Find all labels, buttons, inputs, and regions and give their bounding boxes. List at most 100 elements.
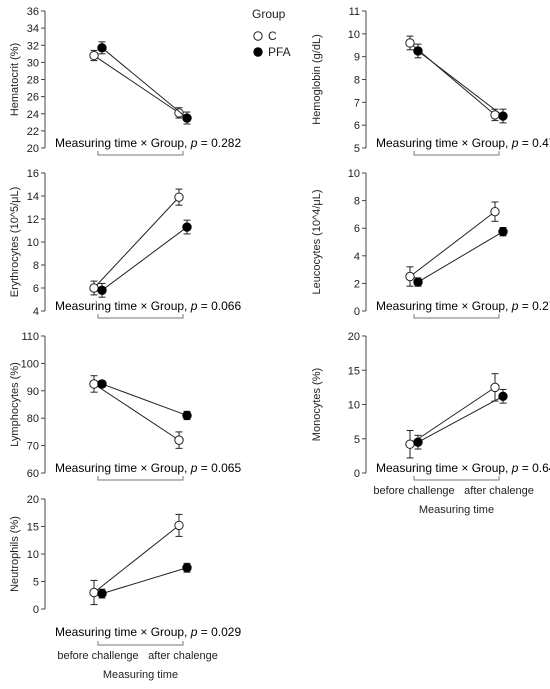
data-point-c bbox=[405, 271, 415, 282]
legend-marker-c bbox=[253, 31, 263, 41]
x-axis-bracket bbox=[97, 314, 184, 319]
y-tick-label: 28 bbox=[27, 75, 39, 87]
y-tick-label: 8 bbox=[354, 196, 360, 208]
annotation-p: p bbox=[511, 136, 519, 150]
data-point-c bbox=[405, 38, 415, 48]
p-value-annotation: Measuring time × Group, p = 0.282 bbox=[55, 136, 241, 150]
y-tick-label: 4 bbox=[33, 306, 39, 318]
data-point-pfa bbox=[413, 277, 423, 287]
annotation-text: Measuring time × Group, bbox=[55, 625, 191, 639]
y-axis-label: Neutrophils (%) bbox=[9, 516, 21, 592]
x-axis-bracket bbox=[413, 476, 500, 481]
data-point-pfa bbox=[498, 391, 508, 401]
data-point-pfa bbox=[97, 285, 107, 295]
y-tick-label: 12 bbox=[27, 214, 39, 226]
x-tick-label: after chalenge bbox=[148, 650, 218, 662]
p-value-annotation: Measuring time × Group, p = 0.066 bbox=[55, 299, 241, 313]
legend-label-pfa: PFA bbox=[268, 45, 291, 59]
panel-1: 20 22 24 26 28 30 32 34 36 Hematocrit (%) Measurin… bbox=[9, 6, 241, 156]
y-axis-label: Monocytes (%) bbox=[311, 368, 323, 441]
data-point-pfa bbox=[182, 113, 192, 123]
annotation-value: = 0.066 bbox=[197, 299, 241, 313]
annotation-value: = 0.640 bbox=[518, 461, 550, 475]
panel-2: 5 6 7 8 9 10 11 Hemoglobin (g/dL) Measuring time… bbox=[311, 6, 550, 156]
y-axis-label: Lymphocytes (%) bbox=[9, 362, 21, 447]
x-tick-label: before challenge bbox=[57, 650, 138, 662]
data-point-pfa bbox=[97, 588, 107, 599]
y-tick-label: 10 bbox=[348, 29, 360, 41]
annotation-text: Measuring time × Group, bbox=[55, 136, 191, 150]
y-tick-label: 34 bbox=[27, 23, 39, 35]
panel-5: 60 70 80 90 100 110 Lymphocytes (%) Measuring t… bbox=[9, 331, 241, 481]
p-value-annotation: Measuring time × Group, p = 0.640 bbox=[376, 461, 550, 475]
y-axis-label: Hemoglobin (g/dL) bbox=[311, 34, 323, 125]
x-axis-label: Measuring time bbox=[419, 504, 494, 516]
p-value-annotation: Measuring time × Group, p = 0.476 bbox=[376, 136, 550, 150]
x-axis-bracket bbox=[97, 151, 184, 156]
y-tick-label: 80 bbox=[27, 413, 39, 425]
x-axis-bracket bbox=[413, 314, 500, 319]
y-tick-label: 10 bbox=[27, 237, 39, 249]
data-point-pfa bbox=[413, 437, 423, 447]
x-axis-bracket bbox=[97, 641, 184, 646]
y-tick-label: 90 bbox=[27, 386, 39, 398]
series-line-pfa bbox=[101, 383, 188, 416]
data-point-c bbox=[174, 435, 184, 445]
y-tick-label: 6 bbox=[354, 223, 360, 235]
y-tick-label: 5 bbox=[33, 577, 39, 589]
series-line-c bbox=[409, 211, 496, 277]
series-line-c bbox=[409, 42, 496, 116]
data-point-c bbox=[89, 587, 99, 598]
series-line-pfa bbox=[101, 47, 188, 119]
legend-title: Group bbox=[252, 7, 286, 21]
data-point-c bbox=[174, 192, 184, 202]
data-point-pfa bbox=[97, 43, 107, 53]
x-tick-label: before challenge bbox=[373, 485, 454, 497]
y-tick-label: 0 bbox=[354, 306, 360, 318]
y-tick-label: 8 bbox=[33, 260, 39, 272]
x-axis-bracket bbox=[413, 151, 500, 156]
y-tick-label: 0 bbox=[354, 468, 360, 480]
annotation-value: = 0.029 bbox=[197, 625, 241, 639]
y-axis-label: Erythrocytes (10^5/μL) bbox=[9, 187, 21, 298]
data-point-c bbox=[490, 382, 500, 393]
series-line-pfa bbox=[417, 395, 504, 443]
y-tick-label: 70 bbox=[27, 441, 39, 453]
annotation-p: p bbox=[190, 136, 198, 150]
legend-marker-pfa bbox=[253, 47, 263, 57]
y-tick-label: 20 bbox=[27, 143, 39, 155]
legend-label-c: C bbox=[268, 29, 277, 43]
data-point-pfa bbox=[182, 410, 192, 421]
data-point-pfa bbox=[498, 111, 508, 121]
series-line-pfa bbox=[101, 567, 188, 595]
data-point-c bbox=[89, 379, 99, 389]
data-point-c bbox=[89, 50, 99, 61]
annotation-value: = 0.282 bbox=[197, 136, 241, 150]
y-tick-label: 10 bbox=[348, 168, 360, 180]
data-point-c bbox=[174, 108, 184, 118]
panel-6: 0 5 10 15 20 Monocytes (%) Measuring time × Gr… bbox=[311, 331, 550, 516]
x-axis-label: Measuring time bbox=[103, 669, 178, 681]
y-tick-label: 6 bbox=[354, 120, 360, 132]
annotation-text: Measuring time × Group, bbox=[376, 136, 512, 150]
data-point-c bbox=[174, 520, 184, 531]
y-tick-label: 9 bbox=[354, 52, 360, 64]
y-tick-label: 7 bbox=[354, 97, 360, 109]
series-line-pfa bbox=[101, 226, 188, 291]
panel-4: 0 2 4 6 8 10 Leucocytes (10^4/μL) Measuring tim… bbox=[311, 168, 550, 319]
annotation-p: p bbox=[511, 461, 519, 475]
y-tick-label: 5 bbox=[354, 143, 360, 155]
y-tick-label: 30 bbox=[27, 57, 39, 69]
p-value-annotation: Measuring time × Group, p = 0.065 bbox=[55, 461, 241, 475]
y-axis-label: Leucocytes (10^4/μL) bbox=[311, 189, 323, 294]
y-tick-label: 100 bbox=[21, 358, 39, 370]
series-line-c bbox=[93, 383, 180, 441]
annotation-p: p bbox=[511, 299, 519, 313]
y-tick-label: 32 bbox=[27, 40, 39, 52]
x-axis-bracket bbox=[97, 476, 184, 481]
data-point-c bbox=[405, 439, 415, 449]
y-tick-label: 11 bbox=[349, 6, 360, 18]
y-tick-label: 20 bbox=[27, 494, 39, 506]
annotation-value: = 0.476 bbox=[518, 136, 550, 150]
